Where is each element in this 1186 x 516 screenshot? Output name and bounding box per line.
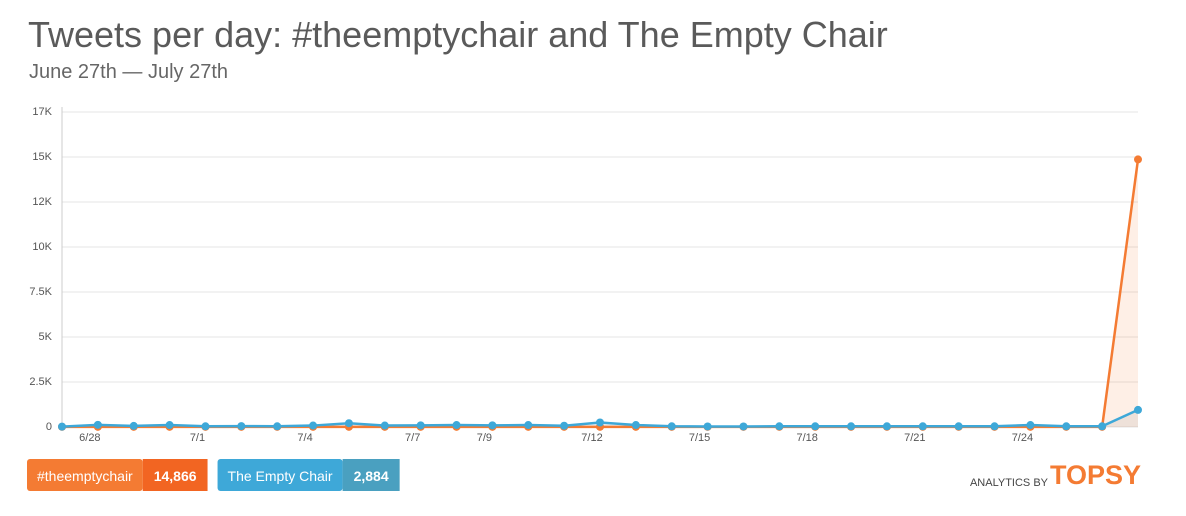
legend-total-box bbox=[142, 459, 208, 491]
data-point bbox=[882, 422, 891, 431]
x-tick-label: 7/4 bbox=[297, 432, 312, 444]
legend-item[interactable]: The Empty Chair 2,884 bbox=[228, 468, 389, 484]
data-point bbox=[667, 422, 676, 431]
series-line bbox=[62, 159, 1140, 429]
series-area bbox=[62, 159, 1138, 428]
x-tick-label: 7/15 bbox=[689, 432, 710, 444]
data-point bbox=[237, 422, 246, 431]
data-point bbox=[273, 422, 282, 431]
legend-swatch bbox=[27, 459, 143, 491]
y-tick-label: 17K bbox=[32, 106, 52, 118]
chart-subtitle: June 27th — July 27th bbox=[29, 61, 228, 83]
y-tick-label: 0 bbox=[46, 421, 52, 433]
y-tick-label: 10K bbox=[32, 241, 52, 253]
x-tick-label: 7/18 bbox=[796, 432, 817, 444]
x-tick-label: 7/9 bbox=[477, 432, 492, 444]
y-tick-label: 15K bbox=[32, 151, 52, 163]
data-point bbox=[954, 422, 963, 431]
x-tick-label: 6/28 bbox=[79, 432, 100, 444]
data-point bbox=[309, 421, 318, 430]
legend-total: 14,866 bbox=[154, 468, 197, 484]
data-point bbox=[1098, 422, 1107, 431]
data-point bbox=[560, 421, 569, 430]
y-tick-label: 2.5K bbox=[29, 376, 52, 388]
x-tick-label: 7/24 bbox=[1012, 432, 1033, 444]
credit-prefix: ANALYTICS BY bbox=[970, 477, 1049, 489]
data-point bbox=[1026, 421, 1035, 430]
data-point bbox=[631, 421, 640, 430]
y-tick-label: 5K bbox=[39, 331, 53, 343]
credit-brand: TOPSY bbox=[1050, 460, 1141, 490]
data-point bbox=[524, 421, 533, 430]
data-point bbox=[918, 422, 927, 431]
legend-label: #theemptychair bbox=[37, 468, 133, 484]
x-tick-label: 7/12 bbox=[581, 432, 602, 444]
data-point bbox=[1134, 155, 1142, 164]
y-tick-label: 12K bbox=[32, 196, 52, 208]
data-point bbox=[990, 422, 999, 431]
legend-item[interactable]: #theemptychair 14,866 bbox=[37, 468, 197, 484]
data-point bbox=[847, 422, 856, 431]
data-point bbox=[739, 422, 748, 431]
data-point bbox=[344, 419, 353, 428]
data-point bbox=[129, 421, 138, 430]
legend-label: The Empty Chair bbox=[228, 468, 333, 484]
x-tick-label: 7/21 bbox=[904, 432, 925, 444]
data-point bbox=[380, 421, 389, 430]
data-point bbox=[1062, 422, 1071, 431]
x-tick-label: 7/1 bbox=[190, 432, 205, 444]
data-point bbox=[201, 422, 210, 431]
data-point bbox=[58, 422, 66, 431]
legend-swatch bbox=[217, 459, 343, 491]
y-tick-label: 7.5K bbox=[29, 286, 52, 298]
data-point bbox=[596, 418, 604, 427]
data-point bbox=[93, 420, 102, 429]
chart-title: Tweets per day: #theemptychair and The E… bbox=[28, 14, 888, 55]
data-point bbox=[452, 421, 461, 430]
legend-total: 2,884 bbox=[354, 468, 389, 484]
data-point bbox=[488, 421, 497, 430]
data-point bbox=[416, 421, 425, 430]
data-point bbox=[811, 422, 820, 431]
data-point bbox=[775, 422, 784, 431]
data-point bbox=[165, 421, 174, 430]
data-point bbox=[1134, 405, 1142, 414]
x-tick-label: 7/7 bbox=[405, 432, 420, 444]
data-point bbox=[703, 422, 712, 431]
legend-total-box bbox=[342, 459, 400, 491]
